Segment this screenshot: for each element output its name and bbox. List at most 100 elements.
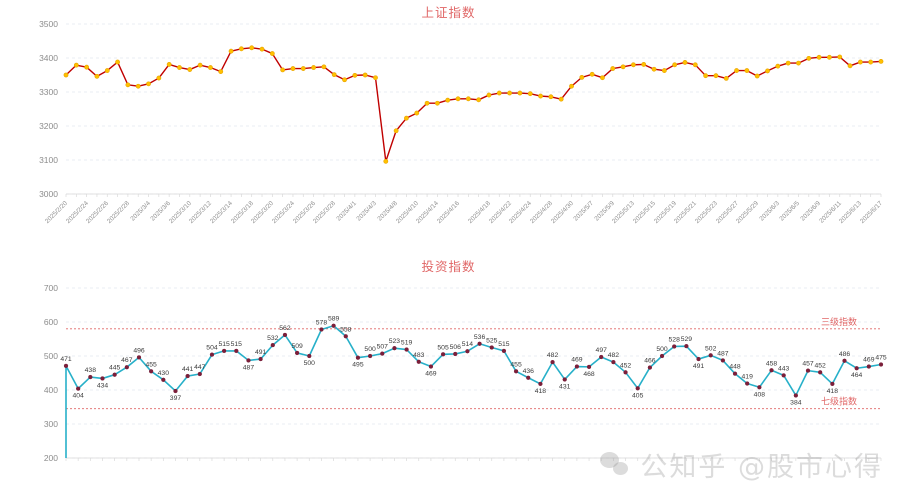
data-label-25: 500 <box>364 346 376 353</box>
data-point-78 <box>868 59 874 65</box>
data-point-15 <box>246 358 251 363</box>
data-label-10: 441 <box>182 366 194 373</box>
data-label-9: 397 <box>170 395 182 402</box>
data-label-59: 443 <box>778 365 790 372</box>
data-label-30: 469 <box>425 371 437 378</box>
data-point-46 <box>538 93 543 99</box>
data-point-47 <box>548 94 554 100</box>
data-point-27 <box>342 77 347 83</box>
data-label-53: 502 <box>705 345 717 352</box>
data-point-24 <box>311 65 316 70</box>
data-label-63: 418 <box>827 388 839 395</box>
data-point-14 <box>234 348 239 354</box>
data-point-29 <box>416 359 421 364</box>
data-point-71 <box>796 60 801 66</box>
data-point-54 <box>720 358 726 363</box>
data-label-19: 509 <box>291 343 303 350</box>
data-point-64 <box>723 76 729 81</box>
data-label-22: 589 <box>328 316 340 323</box>
data-label-0: 471 <box>60 356 72 363</box>
data-label-45: 482 <box>608 352 620 359</box>
data-point-68 <box>765 68 770 74</box>
data-point-66 <box>744 68 750 73</box>
data-label-20: 500 <box>304 360 316 367</box>
data-point-54 <box>620 64 626 70</box>
data-point-59 <box>672 62 678 68</box>
data-point-19 <box>259 46 265 52</box>
data-label-55: 448 <box>729 364 741 371</box>
data-label-49: 500 <box>656 346 668 353</box>
data-label-58: 458 <box>766 360 778 367</box>
data-label-54: 487 <box>717 350 729 357</box>
data-label-51: 529 <box>681 336 693 343</box>
data-point-33 <box>465 349 470 354</box>
data-point-58 <box>661 68 667 73</box>
data-point-12 <box>209 352 215 357</box>
data-point-55 <box>732 371 738 376</box>
data-point-55 <box>631 62 636 68</box>
data-label-18: 562 <box>279 325 291 332</box>
data-point-3 <box>94 73 100 79</box>
y-axis-tick-3400: 3400 <box>39 53 58 63</box>
data-point-24 <box>355 355 361 360</box>
data-label-40: 482 <box>547 352 559 359</box>
data-point-34 <box>414 110 420 116</box>
data-point-48 <box>647 365 653 370</box>
y-axis-tick-3100: 3100 <box>39 155 58 165</box>
data-label-66: 469 <box>863 357 875 364</box>
data-label-62: 452 <box>815 362 827 369</box>
data-point-57 <box>757 385 762 390</box>
data-point-58 <box>769 368 774 373</box>
data-label-50: 528 <box>669 336 681 343</box>
data-point-52 <box>696 356 701 362</box>
data-point-65 <box>854 366 859 371</box>
data-point-33 <box>404 115 409 121</box>
y-axis-tick-3200: 3200 <box>39 121 58 131</box>
data-point-13 <box>197 62 203 68</box>
data-point-37 <box>513 369 519 374</box>
data-label-7: 455 <box>145 361 157 368</box>
data-point-6 <box>136 355 142 360</box>
data-point-63 <box>713 73 719 79</box>
data-point-79 <box>878 59 884 64</box>
data-label-41: 431 <box>559 383 571 390</box>
data-label-17: 532 <box>267 335 279 342</box>
data-point-29 <box>362 72 368 78</box>
data-point-67 <box>754 73 760 79</box>
data-point-39 <box>538 381 543 387</box>
data-label-46: 452 <box>620 362 632 369</box>
data-point-42 <box>574 364 580 369</box>
data-point-26 <box>331 72 337 78</box>
data-label-1: 404 <box>72 393 84 400</box>
data-point-43 <box>507 90 513 96</box>
data-label-11: 447 <box>194 364 206 371</box>
y-axis-tick-3500: 3500 <box>39 19 58 29</box>
data-point-44 <box>599 354 604 360</box>
data-label-65: 464 <box>851 372 863 379</box>
data-point-50 <box>672 344 677 349</box>
data-label-42: 469 <box>571 357 583 364</box>
data-point-6 <box>125 82 131 88</box>
data-label-14: 515 <box>231 341 243 348</box>
data-point-53 <box>610 66 616 71</box>
data-label-5: 467 <box>121 357 133 364</box>
data-point-32 <box>393 128 399 134</box>
data-point-35 <box>424 100 430 106</box>
data-point-61 <box>805 368 811 373</box>
data-point-51 <box>589 71 595 77</box>
data-point-56 <box>641 62 647 67</box>
data-point-35 <box>489 345 494 350</box>
data-point-30 <box>428 364 434 369</box>
data-label-44: 497 <box>596 347 608 354</box>
y-axis-tick-400: 400 <box>44 385 58 395</box>
watermark: 公知乎 @股市心得 <box>600 445 883 484</box>
data-label-43: 468 <box>583 371 595 378</box>
data-point-46 <box>623 370 628 375</box>
data-point-2 <box>88 374 93 380</box>
data-point-10 <box>185 373 190 379</box>
data-point-16 <box>258 356 263 362</box>
data-point-21 <box>280 67 286 73</box>
data-label-67: 475 <box>875 355 887 362</box>
data-point-53 <box>708 353 713 358</box>
data-point-1 <box>76 386 81 391</box>
